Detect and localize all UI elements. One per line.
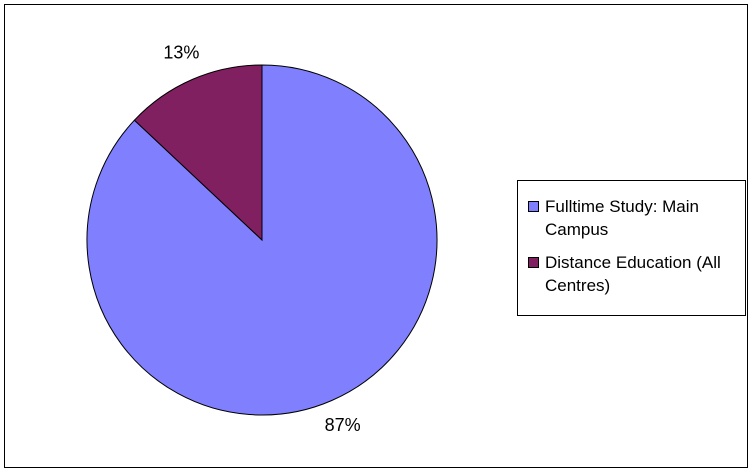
legend: Fulltime Study: Main Campus Distance Educ… bbox=[517, 180, 746, 316]
legend-entry: Fulltime Study: Main Campus bbox=[528, 195, 745, 241]
legend-swatch bbox=[528, 201, 539, 212]
data-label: 87% bbox=[325, 415, 361, 435]
legend-label: Fulltime Study: Main Campus bbox=[545, 197, 699, 239]
data-label: 13% bbox=[163, 42, 199, 62]
legend-entry: Distance Education (All Centres) bbox=[528, 251, 745, 297]
legend-swatch bbox=[528, 257, 539, 268]
pie-slice bbox=[133, 64, 263, 242]
legend-label: Distance Education (All Centres) bbox=[545, 253, 721, 295]
